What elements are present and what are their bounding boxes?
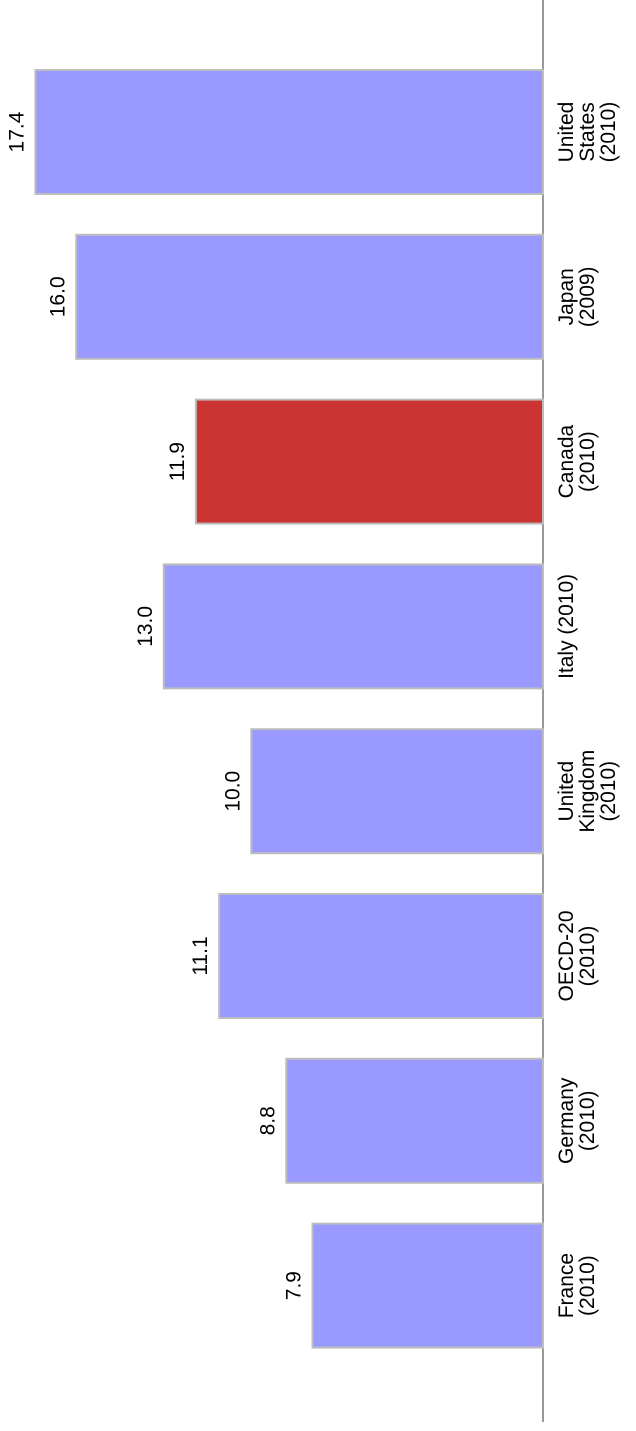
category-label-line: Germany [555,1077,578,1164]
category-label-line: Canada [555,424,578,498]
category-label-line: United [555,102,578,163]
value-label: 11.9 [166,442,189,481]
bar [162,563,545,690]
category-label-line: (2010) [576,926,599,987]
category-label-line: (2010) [597,761,620,822]
value-label: 16.0 [46,276,69,317]
value-label: 10.0 [221,771,244,812]
category-label-line: Italy (2010) [555,574,578,679]
category-label: Germany(2010) [555,1077,599,1164]
category-label-line: Japan [555,268,578,325]
value-label: 13.0 [134,606,157,647]
category-label-line: Kingdom [576,750,599,833]
category-label-line: (2010) [597,102,620,163]
category-label: OECD-20(2010) [555,910,599,1001]
category-label-line: (2010) [576,1090,599,1151]
category-label-line: France [555,1253,578,1318]
value-label: 7.9 [283,1271,306,1300]
category-label: Canada(2010) [555,424,599,498]
category-label-line: OECD-20 [555,910,578,1001]
bar [285,1057,544,1184]
value-label: 8.8 [256,1106,279,1135]
category-label: France(2010) [555,1253,599,1318]
value-label: 11.1 [189,936,212,975]
category-label-line: United [555,761,578,822]
category-label-line: (2010) [576,1255,599,1316]
bar [34,69,545,195]
bar [218,893,544,1019]
category-label-line: (2009) [576,266,599,327]
value-label: 17.4 [5,111,28,152]
bar [75,233,544,360]
category-label-line: (2010) [576,431,599,492]
category-label: Japan(2009) [555,266,599,327]
category-label-line: States [576,102,599,162]
bar [311,1222,544,1349]
bar [194,398,544,525]
category-label: Italy (2010) [555,574,578,679]
bar [250,728,544,855]
